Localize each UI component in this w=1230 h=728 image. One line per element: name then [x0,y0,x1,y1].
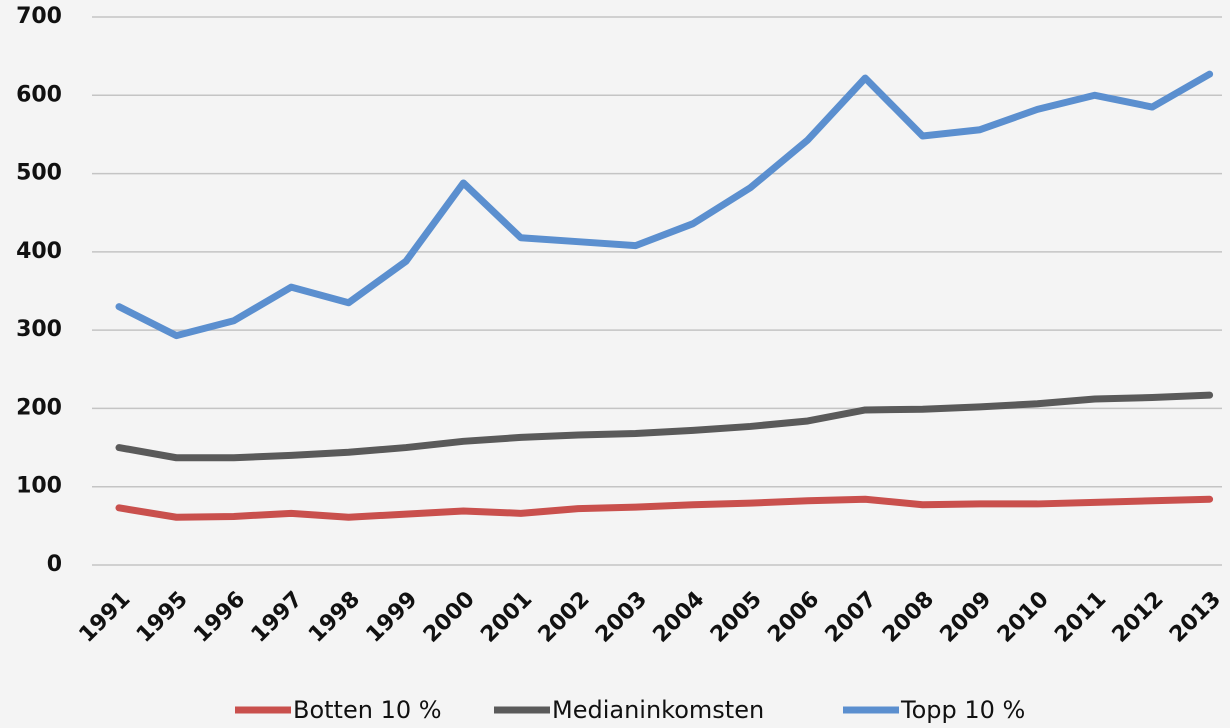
x-tick-label: 2012 [1108,587,1169,648]
legend-label: Topp 10 % [900,696,1025,724]
x-tick-label: 2006 [763,587,824,648]
y-tick-label: 700 [16,4,62,29]
y-tick-label: 500 [16,161,62,186]
x-tick-label: 2009 [936,587,997,648]
y-tick-label: 200 [16,395,62,420]
y-tick-label: 400 [16,239,62,264]
x-tick-label: 1991 [75,587,136,648]
x-tick-label: 2008 [878,587,939,648]
y-tick-label: 600 [16,82,62,107]
x-tick-label: 2003 [591,587,652,648]
x-tick-label: 2010 [993,587,1054,648]
x-tick-label: 2004 [649,587,710,648]
x-tick-label: 1997 [247,587,308,648]
line [115,391,1214,462]
line [115,70,1214,340]
legend-label: Medianinkomsten [552,696,764,724]
y-tick-label: 100 [16,474,62,499]
x-tick-label: 2001 [476,587,537,648]
x-tick-label: 2000 [419,587,480,648]
legend-label: Botten 10 % [293,696,442,724]
x-tick-label: 1999 [362,587,423,648]
x-tick-label: 2002 [534,587,595,648]
x-tick-label: 1995 [132,587,193,648]
x-tick-label: 2013 [1165,587,1226,648]
legend: Botten 10 % Medianinkomsten Topp 10 % [235,696,1025,724]
x-tick-label: 2005 [706,587,767,648]
line [115,495,1214,521]
x-tick-label: 1996 [189,587,250,648]
y-tick-label: 300 [16,317,62,342]
x-tick-label: 1998 [304,587,365,648]
y-tick-label: 0 [47,552,62,577]
x-tick-label: 2007 [821,587,882,648]
x-tick-label: 2011 [1050,587,1111,648]
